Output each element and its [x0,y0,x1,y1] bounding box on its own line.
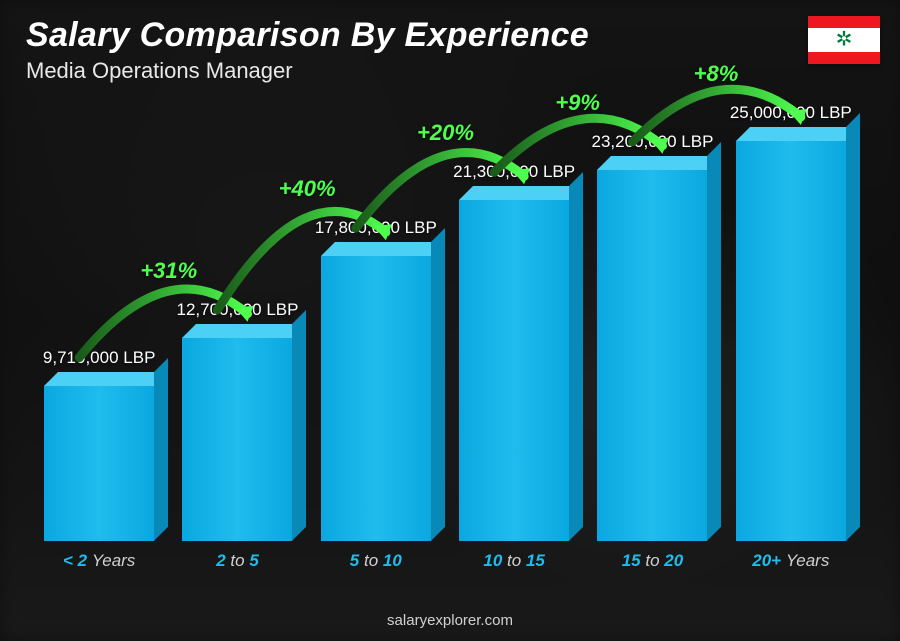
increase-pct: +8% [694,61,739,87]
country-flag-lebanon: ✲ [808,16,880,64]
increase-arc [30,100,860,571]
bar-chart: 9,710,000 LBP< 2 Years12,700,000 LBP2 to… [30,100,860,571]
chart-container: Salary Comparison By Experience Media Op… [0,0,900,641]
cedar-icon: ✲ [836,30,853,50]
page-subtitle: Media Operations Manager [26,58,293,84]
footer-attribution: salaryexplorer.com [387,612,513,629]
page-title: Salary Comparison By Experience [26,16,589,55]
